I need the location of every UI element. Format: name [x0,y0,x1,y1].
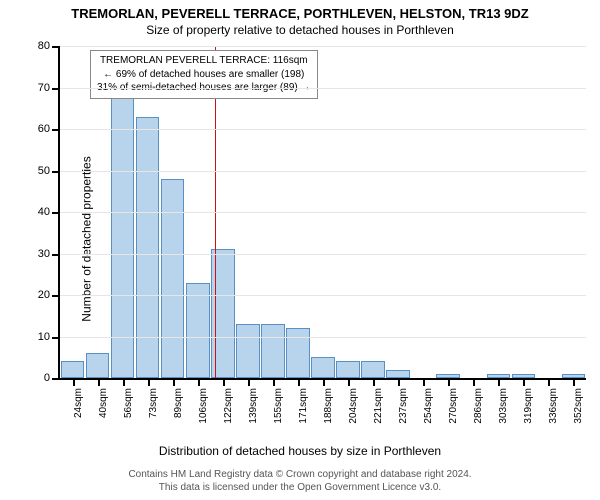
y-tick-label: 60 [38,123,50,135]
x-tick [473,378,475,386]
footer-credit: Contains HM Land Registry data © Crown c… [0,469,600,494]
plot-area: TREMORLAN PEVERELL TERRACE: 116sqm ← 69%… [58,46,586,380]
x-tick [73,378,75,386]
x-tick-label: 221sqm [373,388,384,424]
y-tick [52,254,60,256]
gridline [60,254,586,255]
x-tick-label: 237sqm [398,388,409,424]
x-tick [498,378,500,386]
x-tick [173,378,175,386]
x-tick-label: 336sqm [548,388,559,424]
bar [261,324,285,378]
bar [86,353,110,378]
x-tick [123,378,125,386]
y-tick [52,129,60,131]
x-tick-label: 89sqm [173,388,184,418]
callout-line-1: TREMORLAN PEVERELL TERRACE: 116sqm [97,54,310,68]
bar [236,324,260,378]
gridline [60,171,586,172]
x-tick [323,378,325,386]
annotation-callout: TREMORLAN PEVERELL TERRACE: 116sqm ← 69%… [90,50,317,99]
x-tick [523,378,525,386]
x-tick [373,378,375,386]
x-tick [423,378,425,386]
x-tick-label: 106sqm [198,388,209,424]
x-tick [573,378,575,386]
bar [136,117,160,378]
x-tick-label: 171sqm [298,388,309,424]
y-tick-label: 10 [38,331,50,343]
x-tick-label: 270sqm [448,388,459,424]
gridline [60,46,586,47]
page-title: TREMORLAN, PEVERELL TERRACE, PORTHLEVEN,… [0,0,600,21]
bar [336,361,360,378]
x-tick-label: 286sqm [473,388,484,424]
x-tick-label: 352sqm [573,388,584,424]
page-subtitle: Size of property relative to detached ho… [0,21,600,37]
y-tick [52,378,60,380]
bar [161,179,185,378]
bar [361,361,385,378]
x-axis-label: Distribution of detached houses by size … [0,444,600,458]
gridline [60,212,586,213]
x-tick [298,378,300,386]
y-tick-label: 50 [38,165,50,177]
y-tick [52,337,60,339]
chart-container: Number of detached properties TREMORLAN … [0,42,600,436]
y-tick-label: 40 [38,206,50,218]
y-tick-label: 0 [44,372,50,384]
x-tick-label: 204sqm [348,388,359,424]
y-tick-label: 80 [38,40,50,52]
y-tick [52,212,60,214]
x-tick [223,378,225,386]
x-tick-label: 155sqm [273,388,284,424]
x-tick-label: 73sqm [148,388,159,418]
gridline [60,337,586,338]
x-tick-label: 303sqm [498,388,509,424]
x-tick-label: 319sqm [523,388,534,424]
x-tick [273,378,275,386]
x-tick [348,378,350,386]
y-tick [52,88,60,90]
x-tick-label: 40sqm [98,388,109,418]
x-tick [98,378,100,386]
bar [386,370,410,378]
x-tick [248,378,250,386]
x-tick [548,378,550,386]
y-tick [52,46,60,48]
x-tick-label: 188sqm [323,388,334,424]
x-tick-label: 56sqm [123,388,134,418]
bar [311,357,335,378]
x-tick-label: 122sqm [223,388,234,424]
gridline [60,295,586,296]
y-tick [52,295,60,297]
gridline [60,129,586,130]
y-tick-label: 20 [38,289,50,301]
x-tick [448,378,450,386]
x-tick [198,378,200,386]
x-tick-label: 254sqm [423,388,434,424]
x-tick-label: 24sqm [73,388,84,418]
x-tick-label: 139sqm [248,388,259,424]
y-tick-label: 30 [38,248,50,260]
y-tick [52,171,60,173]
x-tick [148,378,150,386]
y-tick-label: 70 [38,82,50,94]
bar [186,283,210,378]
x-tick [398,378,400,386]
callout-line-2: ← 69% of detached houses are smaller (19… [97,68,310,82]
bar [61,361,85,378]
footer-line-1: Contains HM Land Registry data © Crown c… [0,469,600,482]
gridline [60,88,586,89]
footer-line-2: This data is licensed under the Open Gov… [0,482,600,495]
